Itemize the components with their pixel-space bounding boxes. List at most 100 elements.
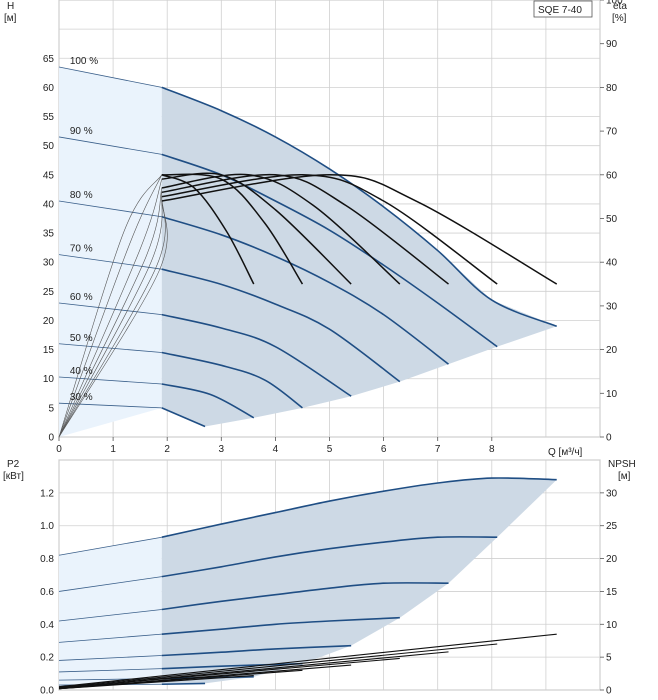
npsh-curves bbox=[58, 633, 557, 690]
head-axis-unit: [м] bbox=[4, 13, 17, 24]
extended-range-fill bbox=[59, 67, 162, 438]
npsh-tick-label: 5 bbox=[606, 653, 612, 664]
head-tick-label: 5 bbox=[48, 403, 54, 414]
head-curve bbox=[161, 86, 558, 328]
head-curve-thin bbox=[58, 66, 162, 88]
flow-tick-label: 8 bbox=[489, 444, 495, 455]
eta-curve bbox=[161, 173, 449, 285]
npsh-tick-label: 10 bbox=[606, 620, 618, 631]
power-extended-range-fill bbox=[59, 537, 162, 686]
eta-tick-label: 60 bbox=[606, 170, 618, 181]
power-axes: 0.0 0.2 0.4 0.6 0.8 1.0 1.2 0 5 10 15 20 25 30 bbox=[40, 488, 617, 696]
head-curve-thin bbox=[58, 402, 162, 409]
speed-label: 100 % bbox=[70, 56, 98, 67]
flow-tick-label: 7 bbox=[435, 444, 441, 455]
head-tick-label: 50 bbox=[43, 141, 55, 152]
eta-tick-label: 70 bbox=[606, 127, 618, 138]
npsh-curve bbox=[58, 674, 254, 690]
flow-axis-title: Q [м³/ч] bbox=[548, 447, 583, 458]
flow-tick-label: 5 bbox=[327, 444, 333, 455]
head-tick-label: 20 bbox=[43, 316, 55, 327]
power-curve-thin bbox=[58, 536, 162, 556]
speed-labels: 100 % 90 % 80 % 70 % 60 % 50 % 40 % 30 % bbox=[70, 56, 98, 403]
npsh-curve bbox=[58, 643, 498, 688]
head-tick-label: 65 bbox=[43, 54, 55, 65]
flow-tick-label: 3 bbox=[219, 444, 225, 455]
eta-tick-label: 40 bbox=[606, 258, 618, 269]
eta-curve bbox=[161, 172, 352, 285]
head-tick-label: 55 bbox=[43, 112, 55, 123]
power-curve bbox=[161, 644, 352, 657]
npsh-tick-label: 15 bbox=[606, 587, 618, 598]
flow-tick-label: 0 bbox=[56, 444, 62, 455]
power-curve-thin bbox=[58, 609, 162, 622]
eta-curve-thin bbox=[58, 174, 163, 438]
power-panel: 0.0 0.2 0.4 0.6 0.8 1.0 1.2 0 5 10 15 20 25 30 P2 [кВ… bbox=[3, 459, 636, 697]
head-curve bbox=[161, 407, 206, 428]
power-curve-thin bbox=[58, 655, 162, 661]
npsh-tick-label: 20 bbox=[606, 554, 618, 565]
power-curve bbox=[161, 582, 449, 611]
power-tick-label: 0.0 bbox=[40, 686, 54, 697]
head-tick-label: 35 bbox=[43, 229, 55, 240]
power-tick-label: 1.2 bbox=[40, 488, 54, 499]
eta-curve bbox=[161, 174, 558, 285]
head-curve-thin bbox=[58, 302, 162, 316]
eta-tick-label: 50 bbox=[606, 214, 618, 225]
power-axis-unit: [кВт] bbox=[3, 471, 24, 482]
power-tick-label: 0.4 bbox=[40, 620, 54, 631]
eta-curve bbox=[161, 173, 401, 285]
efficiency-curves bbox=[58, 172, 558, 438]
eta-axis-title: eta bbox=[613, 1, 627, 12]
head-curve-thin bbox=[58, 254, 162, 270]
power-tick-label: 0.2 bbox=[40, 653, 54, 664]
head-curve bbox=[161, 313, 352, 397]
power-curve-thin bbox=[58, 576, 162, 592]
power-tick-label: 0.8 bbox=[40, 554, 54, 565]
power-curve-thin bbox=[58, 633, 162, 643]
speed-label: 60 % bbox=[70, 292, 93, 303]
eta-curve bbox=[161, 174, 255, 285]
npsh-curve bbox=[58, 633, 557, 688]
power-tick-label: 0.6 bbox=[40, 587, 54, 598]
head-curve-thin bbox=[58, 343, 162, 353]
power-curve bbox=[161, 477, 557, 538]
power-curve bbox=[161, 616, 400, 635]
speed-label: 50 % bbox=[70, 333, 93, 344]
speed-label: 40 % bbox=[70, 366, 93, 377]
power-curve bbox=[161, 662, 303, 670]
head-tick-label: 45 bbox=[43, 170, 55, 181]
eta-curve-thin bbox=[58, 192, 163, 438]
head-curve bbox=[161, 383, 255, 419]
head-tick-label: 40 bbox=[43, 199, 55, 210]
eta-tick-label: 10 bbox=[606, 389, 618, 400]
model-label: SQE 7-40 bbox=[538, 5, 582, 16]
eta-axis-unit: [%] bbox=[612, 13, 627, 24]
npsh-tick-label: 25 bbox=[606, 521, 618, 532]
power-axis-title: P2 bbox=[7, 459, 20, 470]
speed-label: 80 % bbox=[70, 190, 93, 201]
eta-curve-thin bbox=[58, 187, 163, 438]
head-tick-label: 10 bbox=[43, 374, 55, 385]
eta-curve-thin bbox=[58, 179, 163, 438]
head-tick-label: 15 bbox=[43, 345, 55, 356]
flow-tick-label: 6 bbox=[381, 444, 387, 455]
eta-tick-label: 100 bbox=[606, 0, 623, 7]
head-curve-thin bbox=[58, 136, 162, 155]
head-panel: 100 %90 %80 %70 %60 %50 %40 %30 % 051015… bbox=[4, 0, 627, 458]
head-curve bbox=[161, 215, 450, 365]
eta-tick-label: 30 bbox=[606, 301, 618, 312]
eta-curve bbox=[161, 174, 498, 285]
head-tick-label: 25 bbox=[43, 287, 55, 298]
flow-tick-label: 1 bbox=[110, 444, 116, 455]
head-tick-label: 0 bbox=[48, 433, 54, 444]
head-axis-title: H bbox=[7, 1, 14, 12]
flow-tick-label: 2 bbox=[164, 444, 170, 455]
operating-range-fill bbox=[161, 87, 557, 427]
eta-tick-label: 20 bbox=[606, 345, 618, 356]
npsh-tick-label: 30 bbox=[606, 488, 618, 499]
power-curve-thin bbox=[58, 668, 162, 673]
speed-label: 30 % bbox=[70, 392, 93, 403]
